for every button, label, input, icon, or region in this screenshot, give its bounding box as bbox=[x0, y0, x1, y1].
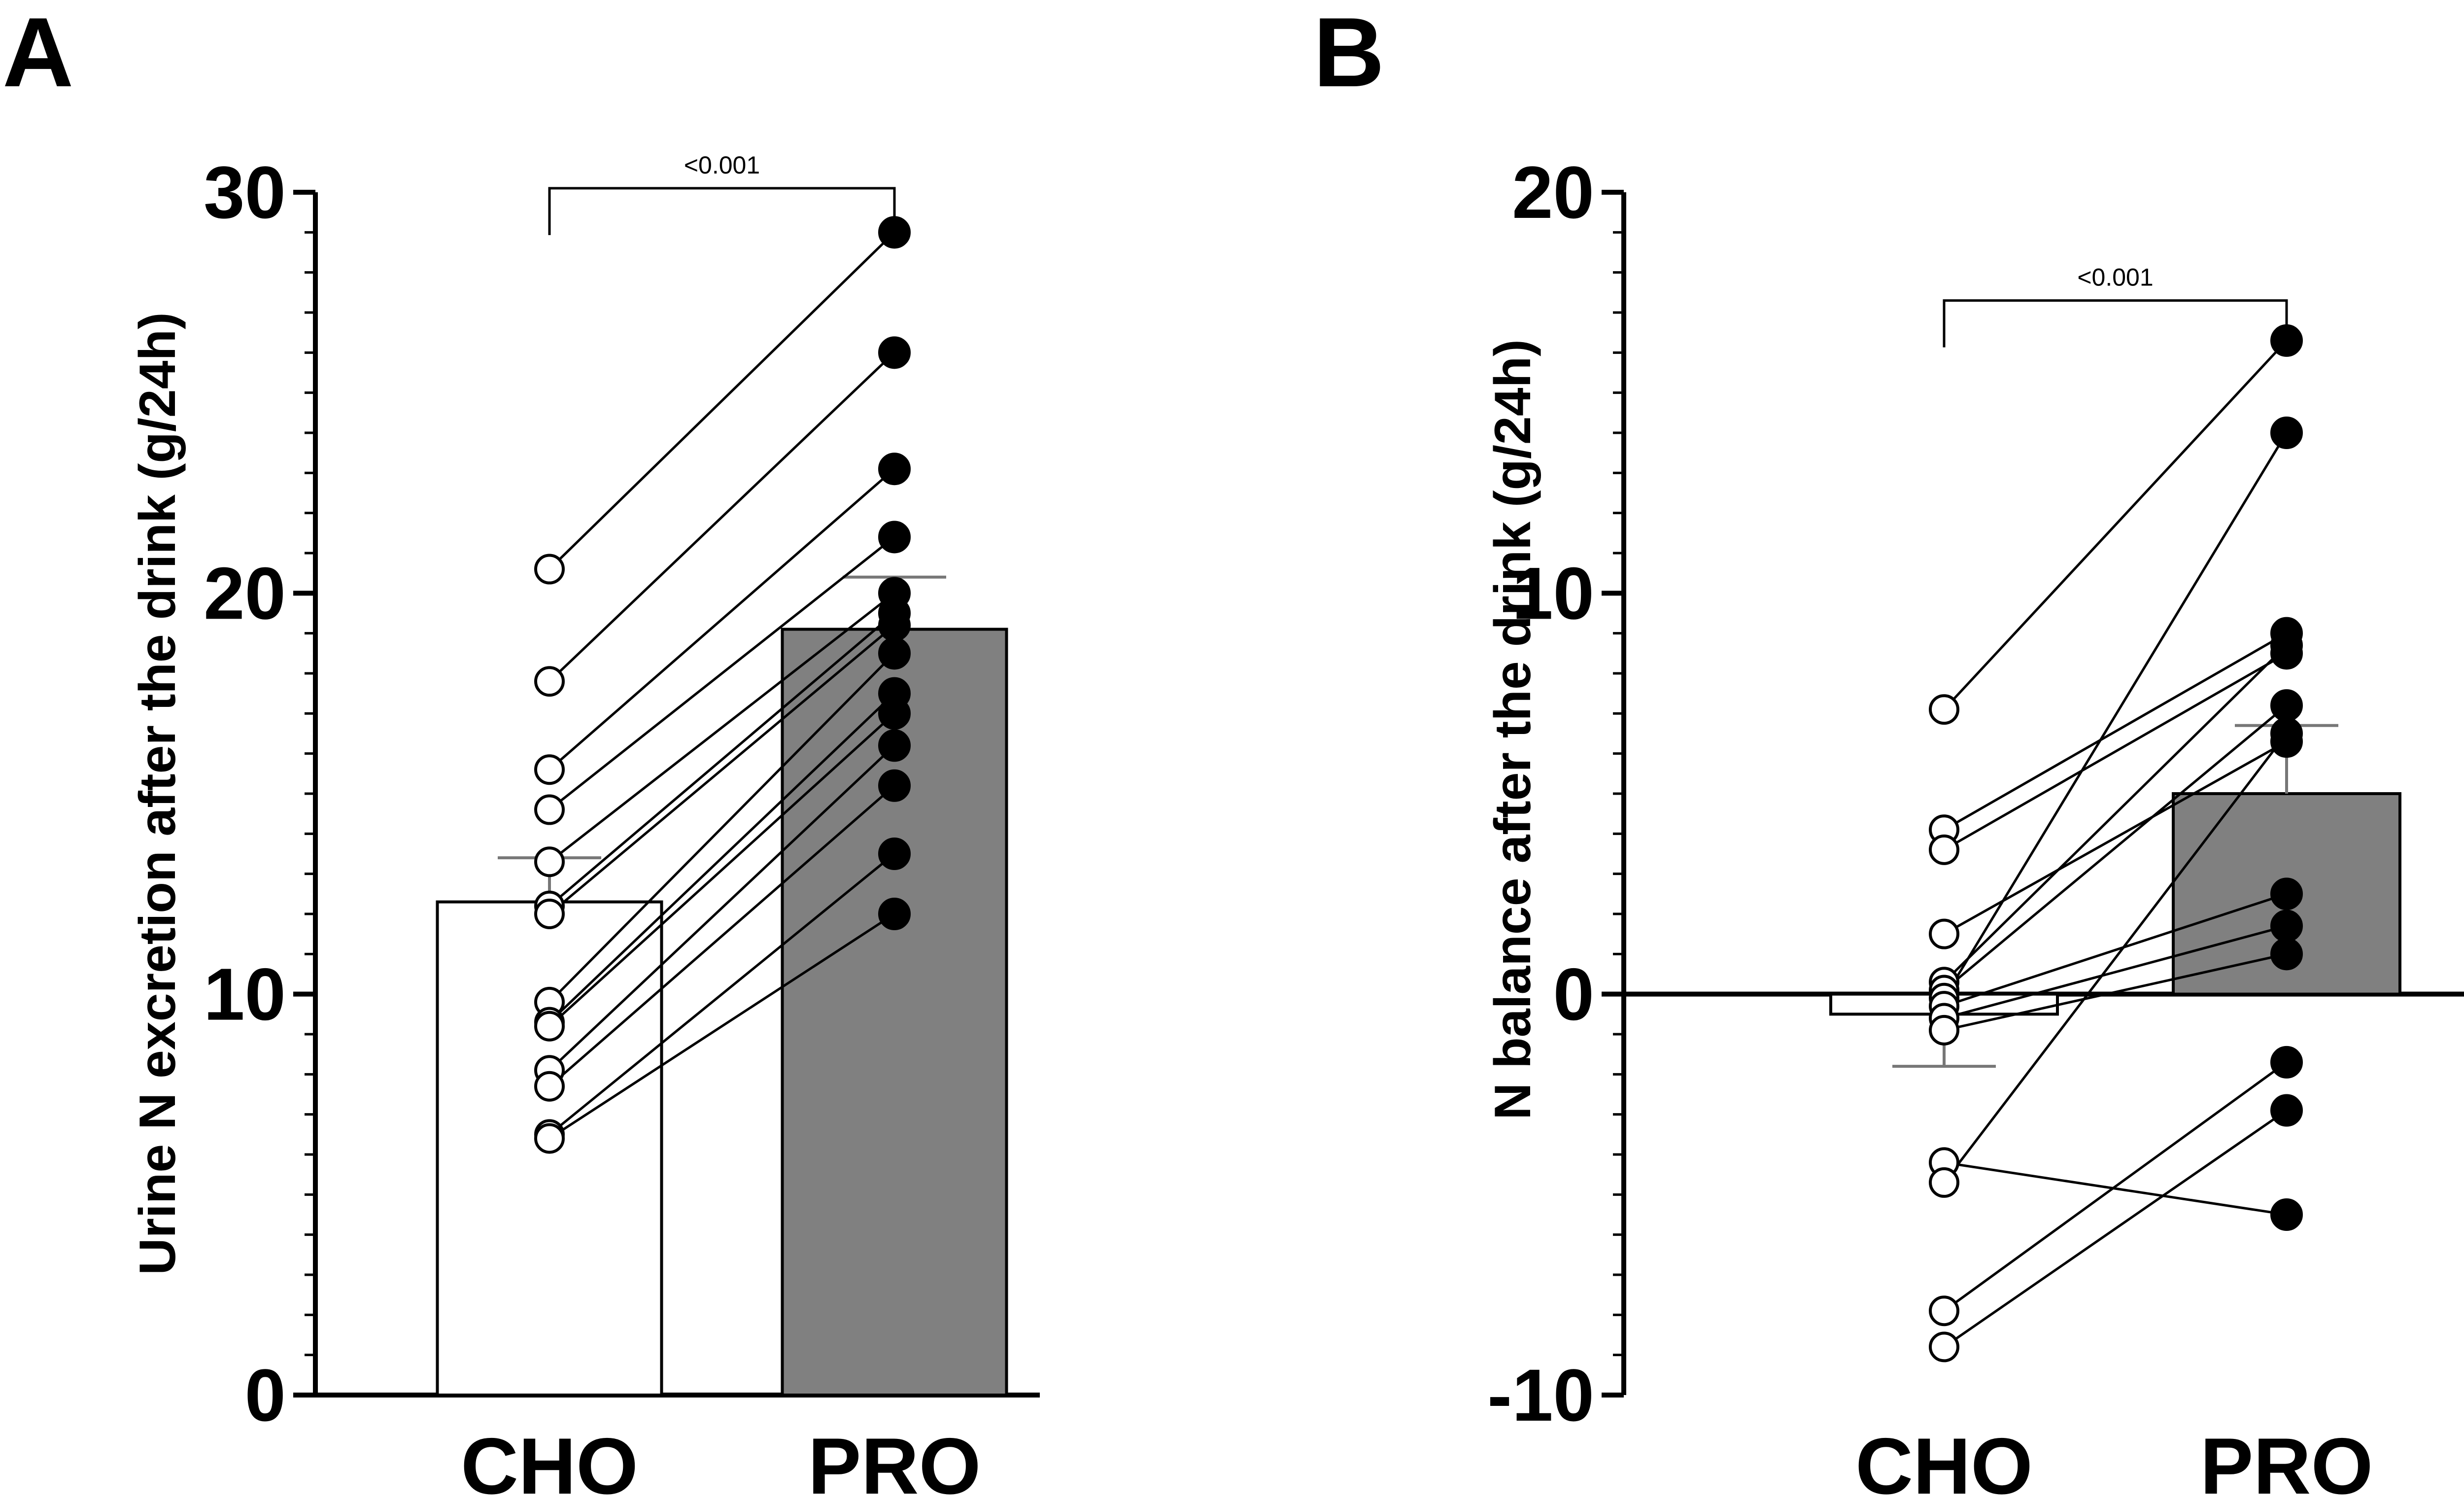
panel-a-significance-bracket bbox=[548, 187, 896, 235]
panel-a-y-axis-label: Urine N excretion after the drink (g/24h… bbox=[129, 312, 186, 1275]
panel-b-pair-line bbox=[1944, 952, 2287, 1032]
panel-a-point-pro bbox=[878, 729, 911, 762]
panel-a-point-pro bbox=[878, 336, 911, 369]
panel-a-pair-line bbox=[548, 468, 895, 771]
panel-b-point-pro bbox=[2270, 629, 2303, 662]
panel-b-point-cho bbox=[1929, 834, 1959, 865]
panel-a-point-pro bbox=[878, 898, 911, 930]
panel-a-point-cho bbox=[534, 554, 565, 585]
panel-a-significance-label: <0.001 bbox=[684, 151, 760, 179]
panel-a-pair-line bbox=[548, 692, 895, 1023]
panel-a-point-cho bbox=[534, 666, 565, 697]
panel-a-point-cho bbox=[534, 899, 565, 929]
panel-b-pair-line bbox=[1944, 924, 2287, 1019]
panel-b-y-tick-label: 20 bbox=[1512, 151, 1594, 234]
panel-letter-a: A bbox=[2, 0, 73, 107]
panel-a-pair-line bbox=[548, 912, 895, 1140]
panel-b-point-cho bbox=[1929, 694, 1959, 725]
panel-b-x-tick-label: CHO bbox=[1855, 1422, 2033, 1503]
panel-a-point-pro bbox=[878, 521, 911, 554]
panel-b-y-tick-label: -10 bbox=[1487, 1354, 1594, 1436]
panel-b-point-pro bbox=[2270, 1198, 2303, 1231]
panel-a-pair-line bbox=[548, 536, 895, 811]
panel-b-pair-line bbox=[1943, 1109, 2288, 1348]
panel-b-x-tick-label: PRO bbox=[2200, 1422, 2373, 1503]
panel-b-pair-line bbox=[1943, 704, 2288, 991]
panel-b-significance-label: <0.001 bbox=[2077, 264, 2153, 291]
panel-b-point-cho bbox=[1929, 1167, 1959, 1198]
panel-b-point-pro bbox=[2270, 417, 2303, 449]
panel-b-pair-line bbox=[1943, 340, 2288, 710]
panel-a-pair-line bbox=[548, 853, 895, 1136]
panel-a-point-cho bbox=[534, 846, 565, 877]
panel-a-point-cho bbox=[534, 1071, 565, 1102]
panel-b-pair-line bbox=[1943, 632, 2288, 831]
chart-panel-a: 0 10 20 30 <0.001 CHO PRO Urine N excretion aft… bbox=[129, 151, 1040, 1503]
panel-a-pair-line bbox=[548, 612, 895, 907]
panel-b-pair-line bbox=[1944, 1161, 2287, 1216]
panel-a-point-pro bbox=[878, 453, 911, 486]
panel-a-point-pro bbox=[878, 769, 911, 802]
panel-b-y-tick-label: 0 bbox=[1553, 953, 1594, 1036]
chart-panel-b: -10 0 10 20 <0.001 CHO PRO N balance after the … bbox=[1484, 151, 2464, 1503]
panel-b-pair-line bbox=[1943, 432, 2288, 999]
panel-b-point-pro bbox=[2270, 689, 2303, 722]
panel-b-point-cho bbox=[1929, 918, 1959, 949]
panel-a-pair-line bbox=[548, 351, 895, 683]
panel-a-point-cho bbox=[534, 1011, 565, 1042]
panel-a-y-tick-label: 30 bbox=[204, 151, 286, 234]
panel-a-pair-line bbox=[548, 784, 895, 1087]
panel-a-x-tick-label: PRO bbox=[808, 1422, 981, 1503]
panel-b-point-pro bbox=[2270, 877, 2303, 910]
panel-a-point-cho bbox=[534, 1123, 565, 1154]
panel-a-point-pro bbox=[878, 609, 911, 642]
panel-a-y-tick-label: 0 bbox=[245, 1354, 286, 1436]
panel-b-significance-bracket bbox=[1943, 299, 2288, 348]
panel-a-point-pro bbox=[878, 697, 911, 730]
panel-b-pair-line bbox=[1943, 652, 2288, 851]
panel-b-point-pro bbox=[2270, 909, 2303, 943]
panel-b-pair-line bbox=[1943, 733, 2288, 1184]
panel-a-y-tick-label: 10 bbox=[204, 953, 286, 1036]
panel-b-point-pro bbox=[2270, 1094, 2303, 1127]
panel-b-point-cho bbox=[1929, 1295, 1959, 1327]
panel-a-y-tick-label: 20 bbox=[204, 552, 286, 634]
panel-a-pair-line bbox=[548, 592, 895, 863]
panel-letter-b: B bbox=[1313, 0, 1384, 107]
panel-b-point-cho bbox=[1929, 1331, 1959, 1363]
panel-b-pair-line bbox=[1943, 644, 2288, 983]
panel-b-y-axis-label: N balance after the drink (g/24h) bbox=[1484, 339, 1541, 1119]
panel-a-point-cho bbox=[534, 754, 565, 785]
panel-a-pair-line bbox=[548, 231, 895, 570]
panel-a-pair-line bbox=[548, 624, 895, 915]
panel-a-point-pro bbox=[878, 838, 911, 870]
panel-b-point-pro bbox=[2270, 717, 2303, 750]
panel-b-pair-line bbox=[1943, 1061, 2288, 1312]
panel-b-pair-line bbox=[1944, 892, 2287, 1008]
panel-a-pair-line bbox=[548, 744, 895, 1072]
panel-b-y-tick-label: 10 bbox=[1512, 552, 1594, 634]
panel-b-point-pro bbox=[2270, 938, 2303, 971]
panel-a-x-tick-label: CHO bbox=[461, 1422, 638, 1503]
panel-a-point-pro bbox=[878, 637, 911, 670]
panel-a-pair-line bbox=[548, 652, 895, 1003]
panel-b-point-pro bbox=[2270, 1046, 2303, 1079]
panel-b-point-cho bbox=[1929, 1014, 1959, 1046]
panel-a-point-cho bbox=[534, 794, 565, 825]
panel-a-pair-line bbox=[548, 712, 895, 1027]
